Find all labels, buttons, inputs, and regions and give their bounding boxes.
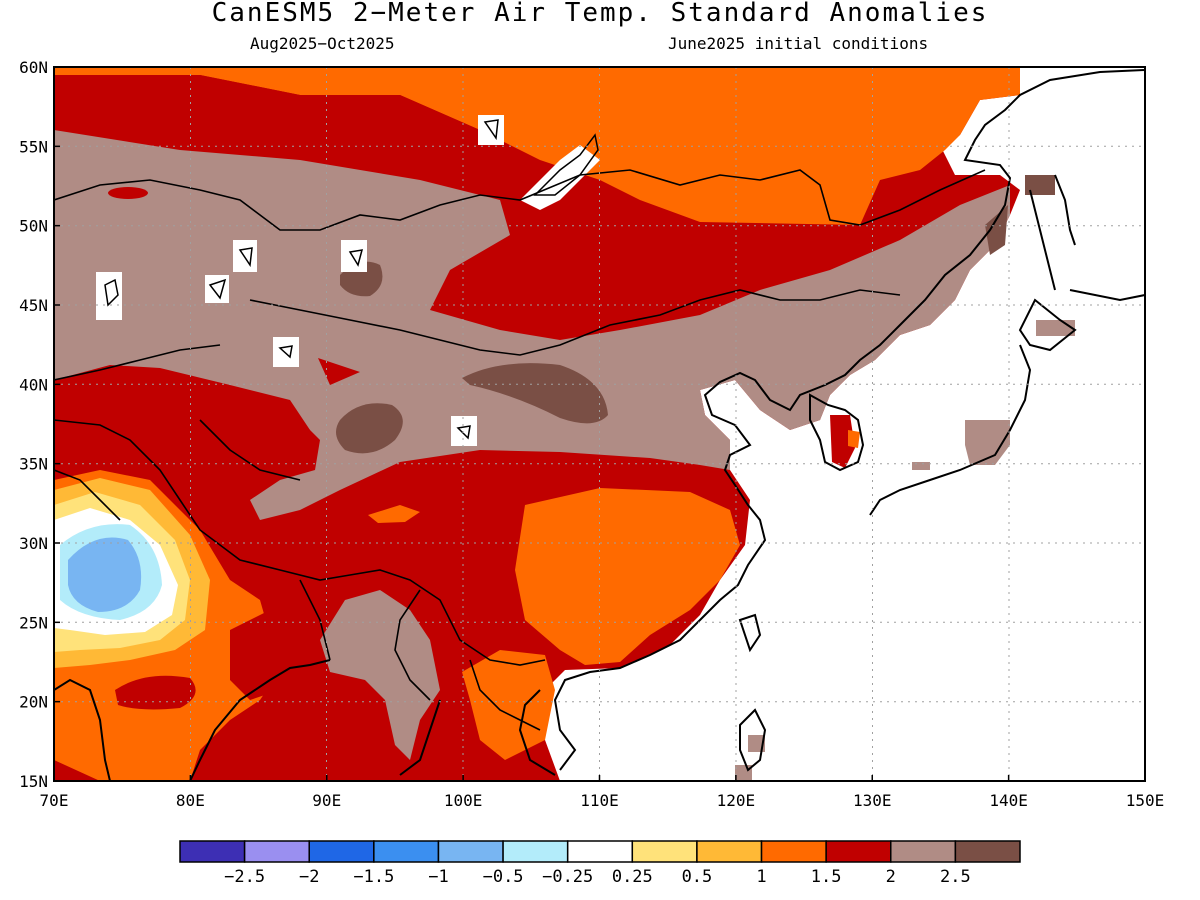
lat-tick-label: 60N: [19, 58, 48, 77]
lake-mask-aral: [96, 272, 122, 320]
lake-mask-uvs: [341, 240, 367, 272]
lon-tick-label: 120E: [717, 791, 756, 810]
field-brown-kyushu: [912, 462, 930, 470]
lat-tick-label: 50N: [19, 217, 48, 236]
lake-mask-qinghai: [451, 416, 477, 446]
colorbar-swatch: [566, 840, 634, 863]
field-darkbrown-sakhalin: [1025, 175, 1055, 195]
longitude-ticks: 70E 80E 90E 100E 110E 120E 130E 140E 150E: [40, 775, 1165, 810]
latitude-ticks: 60N 55N 50N 45N 40N 35N 30N 25N 20N 15N: [19, 58, 60, 791]
lat-tick-label: 20N: [19, 693, 48, 712]
map-grid: [54, 67, 1145, 781]
colorbar-label: −1: [428, 867, 448, 887]
field-brown-myanmar: [320, 590, 440, 760]
lon-tick-label: 110E: [580, 791, 619, 810]
colorbar-label: 1: [756, 867, 766, 887]
field-orange-indochina: [462, 650, 555, 760]
colorbar-swatch: [890, 840, 957, 863]
lon-tick-label: 70E: [40, 791, 69, 810]
field-red-korea: [830, 415, 855, 468]
field-brown-japan: [965, 420, 1010, 465]
colorbar-label: −2.5: [224, 867, 265, 887]
colorbar-swatch: [437, 840, 504, 863]
lat-tick-label: 40N: [19, 375, 48, 394]
lon-tick-label: 140E: [989, 791, 1028, 810]
field-red-india-spot: [115, 675, 196, 710]
map-title: CanESM5 2−Meter Air Temp. Standard Anoma…: [211, 0, 989, 28]
lon-tick-label: 150E: [1126, 791, 1165, 810]
colorbar-label: 1.5: [811, 867, 842, 887]
lon-tick-label: 80E: [176, 791, 205, 810]
lakes: [104, 119, 599, 440]
colorbar-swatch: [631, 840, 698, 863]
field-blue-india: [68, 537, 142, 612]
lon-tick-label: 100E: [444, 791, 483, 810]
borders: [54, 169, 986, 731]
colorbar-swatch: [760, 840, 827, 863]
lat-tick-label: 35N: [19, 455, 48, 474]
field-brown-central: [54, 130, 1010, 520]
lon-tick-label: 90E: [312, 791, 341, 810]
field-red-spot-kazakh: [108, 187, 148, 199]
colorbar-swatch: [373, 840, 440, 863]
field-orange-southchina: [515, 488, 740, 665]
field-brown-luzon: [735, 765, 752, 781]
colorbar-label: 2: [886, 867, 896, 887]
field-darkbrown-tarim: [336, 403, 403, 454]
lat-tick-label: 25N: [19, 613, 48, 632]
colorbar-label: 0.5: [682, 867, 713, 887]
colorbar-swatch: [696, 840, 763, 863]
colorbar-label: −2: [299, 867, 319, 887]
colorbar: [179, 840, 1021, 863]
colorbar-swatch: [954, 840, 1021, 863]
lat-tick-label: 45N: [19, 296, 48, 315]
field-orange-tibet-spot: [368, 505, 420, 523]
colorbar-label: −1.5: [353, 867, 394, 887]
colorbar-label: 2.5: [940, 867, 971, 887]
colorbar-swatch: [308, 840, 375, 863]
lake-mask-balkhash-e: [233, 240, 257, 272]
colorbar-swatch: [179, 840, 246, 863]
colorbar-swatch: [502, 840, 569, 863]
field-red-north: [54, 75, 480, 180]
field-red-west-pocket: [54, 365, 310, 500]
field-darkbrown-gobi: [462, 363, 608, 424]
colorbar-labels: −2.5 −2 −1.5 −1 −0.5 −0.25 0.25 0.5 1 1.5 2 2.5: [224, 867, 971, 887]
field-darkbrown-amur: [985, 205, 1008, 255]
anomaly-field: [54, 67, 1145, 781]
lon-tick-label: 130E: [853, 791, 892, 810]
field-orange-korea: [848, 430, 860, 448]
colorbar-swatch: [243, 840, 310, 863]
lat-tick-label: 55N: [19, 137, 48, 156]
colorbar-label: 0.25: [612, 867, 653, 887]
initial-conditions: June2025 initial conditions: [668, 34, 929, 53]
colorbar-label: −0.5: [483, 867, 524, 887]
lat-tick-label: 15N: [19, 772, 48, 791]
colorbar-label: −0.25: [542, 867, 593, 887]
field-red-spot-tianshan: [318, 358, 360, 385]
lake-mask-issyk: [273, 337, 299, 367]
colorbar-swatch: [825, 840, 892, 863]
coastlines: [54, 69, 1145, 781]
field-brown-taiwan: [748, 735, 765, 752]
lat-tick-label: 30N: [19, 534, 48, 553]
lake-mask-baikal: [520, 145, 600, 210]
valid-period: Aug2025−Oct2025: [250, 34, 395, 53]
